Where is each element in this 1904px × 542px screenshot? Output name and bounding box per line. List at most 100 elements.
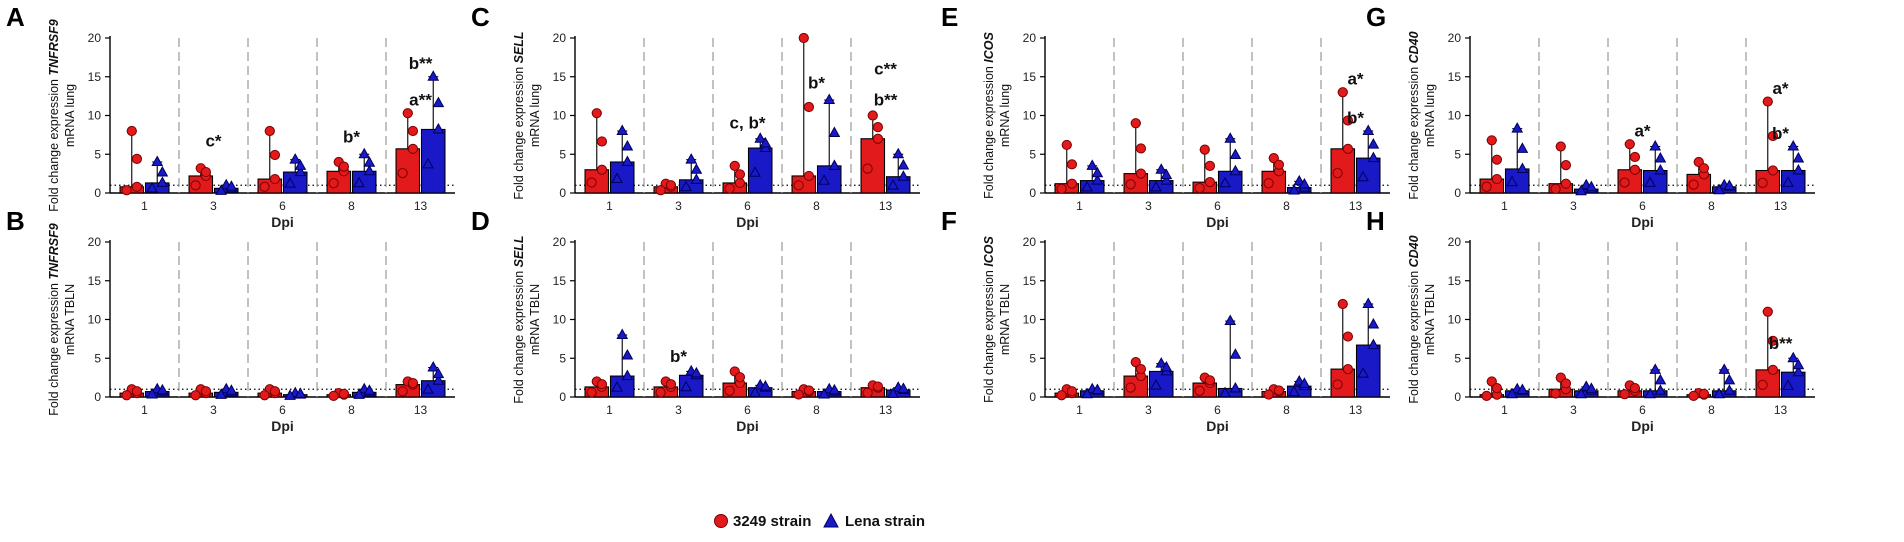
x-tick-label: 8 [348,199,355,213]
data-point-3249 [1486,135,1497,146]
data-point-3249 [867,110,878,121]
data-point-3249 [798,32,809,44]
panel-letter: F [941,206,957,236]
data-point-lena [1792,358,1805,370]
y-axis-label: Fold change expression SELL mRNA lung [512,31,542,199]
data-point-3249 [1130,118,1141,129]
data-point-lena [156,383,169,395]
x-tick-label: 8 [1283,199,1290,213]
data-point-lena [1229,164,1242,176]
data-point-3249 [1056,183,1067,194]
data-point-lena [1229,381,1242,393]
data-point-3249 [264,125,275,137]
data-point-3249 [1481,390,1492,401]
data-point-3249 [1332,379,1343,390]
data-point-lena [1516,162,1529,173]
data-point-lena [422,157,434,169]
x-tick-label: 8 [813,403,820,417]
x-tick-label: 13 [1349,199,1363,213]
significance-annotation: b* [1772,124,1789,143]
y-label-pre: Fold change expression [1407,267,1421,403]
data-point-lena [215,184,227,195]
legend-3249-marker [714,514,728,528]
significance-annotation: b** [409,54,433,73]
y-tick-label: 10 [1448,313,1462,327]
data-point-3249 [734,372,746,383]
data-point-lena [1787,139,1800,151]
data-point-3249 [1194,385,1205,396]
data-point-3249 [1762,96,1773,107]
data-point-3249 [1486,376,1497,387]
data-point-3249 [734,169,746,180]
data-point-lena [358,147,371,159]
data-point-3249 [121,390,132,401]
data-point-lena [151,155,164,166]
data-point-lena [294,159,307,170]
x-tick-label: 6 [1214,199,1221,213]
data-point-lena [887,179,899,190]
data-point-3249 [1342,115,1354,126]
x-tick-label: 3 [1570,199,1577,213]
data-point-lena [611,381,623,392]
data-point-3249 [121,185,132,196]
x-tick-label: 3 [1145,403,1152,417]
x-tick-label: 1 [141,199,148,213]
data-point-lena [1782,379,1794,390]
data-point-lena [897,382,910,393]
x-tick-label: 6 [1214,403,1221,417]
data-point-lena [1506,175,1518,187]
x-tick-label: 6 [744,199,751,213]
legend-lena-label: Lena strain [845,513,925,530]
y-tick-label: 20 [1448,235,1462,249]
significance-annotation: c, b* [730,114,766,133]
data-point-3249 [1491,154,1503,165]
data-point-lena [1511,122,1524,133]
y-label-gene: CD40 [1407,235,1421,267]
data-point-lena [1713,183,1725,195]
data-point-3249 [1130,357,1141,368]
data-point-3249 [1629,151,1641,163]
data-point-3249 [872,381,884,392]
data-point-3249 [1481,181,1492,192]
data-point-3249 [1268,153,1279,164]
data-point-3249 [1757,379,1768,390]
data-point-3249 [1273,159,1285,170]
y-label-gene: ICOS [982,31,996,62]
data-point-lena [284,389,296,400]
data-point-3249 [1624,139,1635,150]
y-tick-label: 15 [88,274,102,288]
data-point-lena [1293,174,1306,186]
x-tick-label: 8 [813,199,820,213]
x-tick-label: 1 [1501,403,1508,417]
y-tick-label: 5 [1029,351,1036,365]
data-point-3249 [1125,382,1136,393]
panel-h: H Fold change expression CD40 mRNA TBLN 0 5 1… [1366,206,1815,434]
data-point-lena [616,124,629,135]
data-point-3249 [402,108,413,119]
y-label-post: mRNA TBLN [998,284,1012,355]
y-tick-label: 15 [1448,70,1462,84]
data-point-lena [1091,383,1104,395]
data-point-3249 [126,125,137,137]
data-point-3249 [190,390,201,401]
data-point-3249 [269,149,281,161]
panel-a: A Fold change expression TNFRSF9mRNA lung… [6,2,455,230]
data-point-3249 [1263,389,1274,400]
data-point-lena [1575,184,1587,196]
x-tick-label: 1 [1076,199,1083,213]
y-tick-label: 5 [1454,147,1461,161]
data-point-lena [432,122,445,134]
x-axis-label: Dpi [736,214,759,230]
y-tick-label: 15 [553,274,567,288]
x-tick-label: 6 [279,199,286,213]
data-point-3249 [1698,163,1710,174]
data-point-lena [432,374,445,385]
panel-letter: A [6,2,25,32]
y-tick-label: 5 [94,351,101,365]
y-tick-label: 15 [1023,274,1037,288]
significance-annotation: b* [808,73,825,92]
y-label-gene: TNFRSF9 [47,223,61,279]
y-tick-label: 10 [1023,109,1037,123]
